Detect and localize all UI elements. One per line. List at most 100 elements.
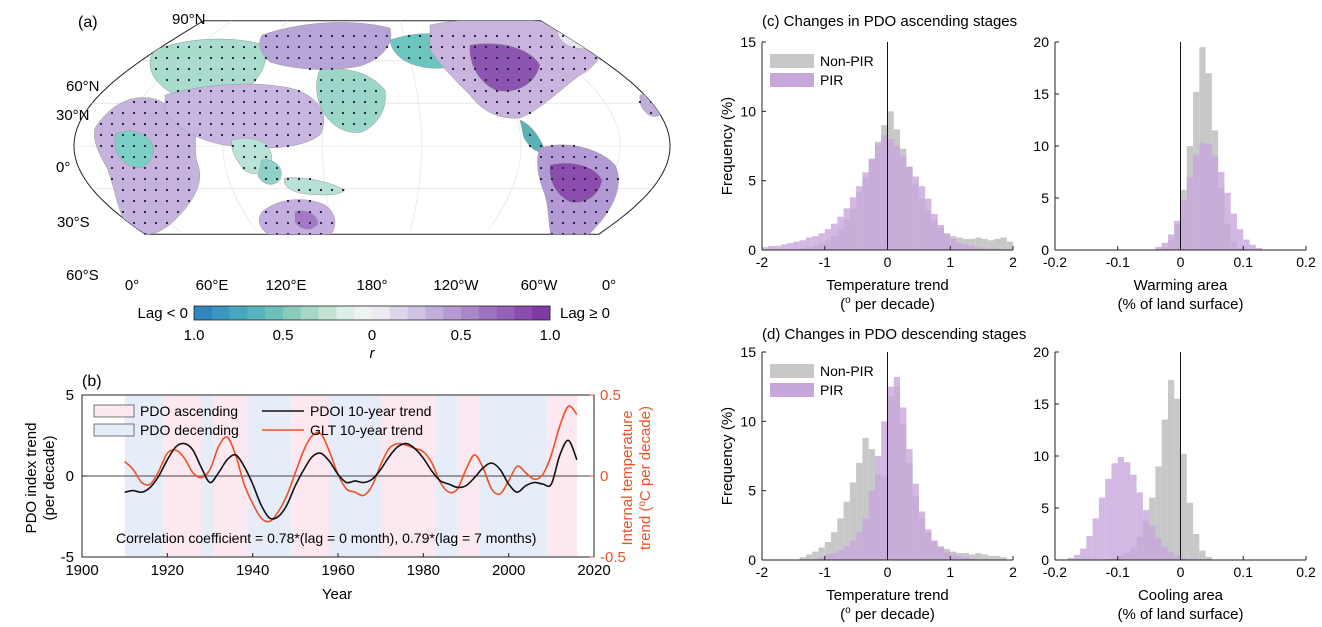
significance-dot <box>154 166 158 170</box>
hist-legend: Non-PIR PIR <box>770 53 874 88</box>
significance-dot <box>187 111 191 115</box>
significance-dot <box>594 45 598 49</box>
significance-dot <box>374 45 378 49</box>
significance-dot <box>121 111 125 115</box>
significance-dot <box>242 155 246 159</box>
pir-bar <box>1218 172 1225 250</box>
y-axis-left-ticks: -5 0 5 <box>61 387 86 566</box>
pir-bar <box>975 247 982 250</box>
x-tick-label: 0.2 <box>1296 564 1316 580</box>
lat-label: 30°N <box>56 107 90 124</box>
significance-dot <box>264 155 268 159</box>
significance-dot <box>418 34 422 38</box>
pir-bar <box>799 240 806 250</box>
significance-dot <box>341 122 345 126</box>
y-right-line1: Internal temperature <box>619 410 636 545</box>
significance-dot <box>539 155 543 159</box>
significance-dot <box>297 199 301 203</box>
significance-dot <box>583 177 587 181</box>
colorbar-cell <box>496 306 515 320</box>
x-axis-label: Year <box>322 586 352 603</box>
significance-dot <box>242 133 246 137</box>
significance-dot <box>143 232 147 235</box>
significance-dot <box>154 188 158 192</box>
significance-dot <box>561 232 565 235</box>
significance-dot <box>583 67 587 71</box>
significance-dot <box>165 199 169 203</box>
significance-dot <box>319 122 323 126</box>
x-tick-label: 2000 <box>492 562 525 579</box>
lon-label: 120°W <box>433 277 479 294</box>
significance-dot <box>440 34 444 38</box>
map-land <box>94 20 661 235</box>
significance-dot <box>297 111 301 115</box>
pir-bar <box>805 237 813 250</box>
pdoi-trend-line <box>124 439 578 520</box>
y-tick-label: 5 <box>748 173 756 189</box>
significance-dot <box>319 111 323 115</box>
panel-c-title: (c) Changes in PDO ascending stages <box>762 13 1017 30</box>
significance-dot <box>583 232 587 235</box>
significance-dot <box>561 199 565 203</box>
pir-bar <box>1073 554 1081 560</box>
pir-bar <box>906 449 913 560</box>
significance-dot <box>99 144 103 148</box>
pir-bar <box>1167 551 1175 560</box>
significance-dot <box>363 89 367 93</box>
y-left-line1: PDO index trend <box>23 423 40 534</box>
lat-label: 90°N <box>172 11 206 28</box>
significance-dot <box>341 34 345 38</box>
significance-dot <box>308 34 312 38</box>
significance-dot <box>616 177 620 181</box>
significance-dot <box>561 188 565 192</box>
significance-dot <box>572 67 576 71</box>
significance-dot <box>308 67 312 71</box>
significance-dot <box>231 56 235 60</box>
significance-dot <box>110 111 114 115</box>
significance-dot <box>352 100 356 104</box>
significance-dot <box>253 133 257 137</box>
y-tick-label: 0 <box>748 242 756 258</box>
significance-dot <box>550 188 554 192</box>
significance-dot <box>275 166 279 170</box>
significance-dot <box>330 221 334 225</box>
significance-dot <box>264 34 268 38</box>
significance-dot <box>374 100 378 104</box>
significance-dot <box>550 144 554 148</box>
x-axis-label-line2: (o per decade) <box>840 605 935 623</box>
x-tick-label: -0.1 <box>1106 564 1130 580</box>
significance-dot <box>209 67 213 71</box>
significance-dot <box>319 45 323 49</box>
significance-dot <box>319 89 323 93</box>
nonpir-bar <box>1199 550 1206 560</box>
significance-dot <box>363 45 367 49</box>
significance-dot <box>319 34 323 38</box>
nonpir-bar <box>981 554 988 560</box>
significance-dot <box>253 78 257 82</box>
significance-dot <box>330 111 334 115</box>
pir-bar <box>1211 156 1219 250</box>
pir-bar <box>1117 457 1125 560</box>
x-axis-label-line1: Cooling area <box>1138 587 1224 604</box>
significance-dot <box>407 45 411 49</box>
significance-dot <box>495 45 499 49</box>
nonpir-bar <box>1205 556 1212 560</box>
significance-dot <box>550 166 554 170</box>
significance-dot <box>286 199 290 203</box>
significance-dot <box>440 56 444 60</box>
significance-dot <box>297 100 301 104</box>
significance-dot <box>605 199 609 203</box>
x-tick-label: 2020 <box>577 562 610 579</box>
significance-dot <box>451 34 455 38</box>
significance-dot <box>495 100 499 104</box>
significance-dot <box>517 67 521 71</box>
significance-dot <box>132 122 136 126</box>
significance-dot <box>242 166 246 170</box>
significance-dot <box>308 199 312 203</box>
colorbar-cell <box>211 306 230 320</box>
x-tick-label: 0.1 <box>1234 564 1254 580</box>
pir-bar <box>787 243 794 250</box>
significance-dot <box>308 221 312 225</box>
y-tick-label: 20 <box>1033 344 1049 360</box>
colorbar-tick-label: 0 <box>368 327 376 344</box>
